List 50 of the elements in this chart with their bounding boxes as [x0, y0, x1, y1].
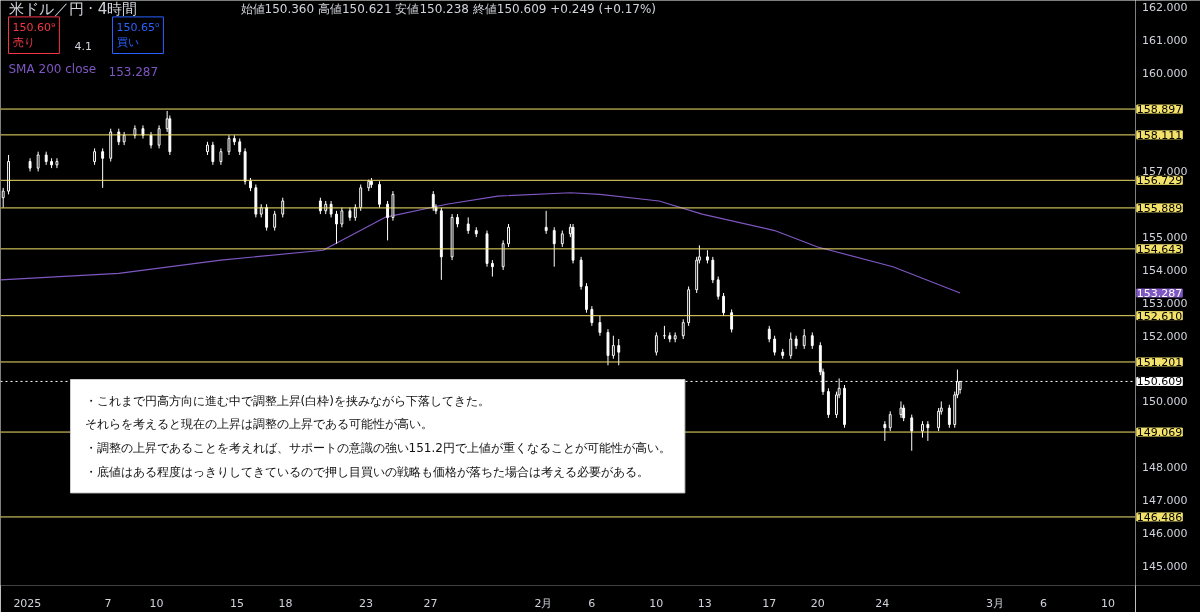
x-tick-label: 23	[359, 596, 374, 610]
x-tick-label: 6	[1039, 596, 1047, 610]
chart-subtitle: 始値150.360 高値150.621 安値150.238 終値150.609 +0.249 (+0.17%)	[240, 1, 657, 16]
x-tick-label: 10	[1100, 596, 1115, 610]
y-tick-label: 160.000	[1142, 66, 1188, 80]
x-tick-label: 24	[875, 596, 890, 610]
x-tick-label: 10	[149, 596, 164, 610]
ref-line-label: 152.610	[1136, 309, 1183, 323]
x-tick-label: 13	[697, 596, 712, 610]
x-tick-label: 27	[423, 596, 438, 610]
y-tick-label: 147.000	[1142, 494, 1188, 508]
x-tick-label: 3月	[986, 596, 1005, 610]
x-tick-label: 10	[649, 596, 664, 610]
annotation: 4.1	[74, 39, 92, 53]
annotation: ・底値はある程度はっきりしてきているので押し目買いの戦略も価格が落ちた場合は考える必要がある。	[84, 464, 649, 479]
x-tick-label: 17	[762, 596, 777, 610]
ref-line-label: 146.486	[1136, 510, 1183, 524]
ref-line-label: 154.643	[1136, 242, 1183, 256]
y-tick-label: 145.000	[1142, 559, 1188, 573]
x-tick-label: 15	[230, 596, 245, 610]
annotation: 150.60⁹ 売り	[12, 20, 56, 50]
chart-title: 米ドル／円 · 4時間	[8, 0, 138, 18]
y-tick-label: 155.000	[1142, 231, 1188, 245]
y-tick-label: 162.000	[1142, 1, 1188, 15]
annotation: 150.65⁰ 買い	[116, 20, 160, 50]
annotation: ・これまで円高方向に進む中で調整上昇(白枠)を挟みながら下落してきた。	[84, 393, 490, 408]
x-tick-label: 2月	[534, 596, 553, 610]
y-tick-label: 152.000	[1142, 329, 1188, 343]
y-tick-label: 161.000	[1142, 33, 1188, 47]
y-tick-label: 154.000	[1142, 263, 1188, 277]
annotation: ・調整の上昇であることを考えれば、サポートの意識の強い151.2円で上値が重くなることが可能性が高い。	[84, 441, 671, 456]
text: SMA 200 close	[8, 61, 97, 76]
y-tick-label: 146.000	[1142, 526, 1188, 540]
ref-line-label: 151.201	[1136, 355, 1183, 369]
annotation: それらを考えると現在の上昇は調整の上昇である可能性が高い。	[84, 417, 433, 432]
ref-line-label: 155.889	[1136, 201, 1183, 215]
text: 153.287	[1136, 287, 1183, 300]
y-tick-label: 148.000	[1142, 461, 1188, 475]
ref-line-label: 158.897	[1136, 103, 1183, 117]
x-tick-label: 7	[104, 596, 112, 610]
x-tick-label: 20	[810, 596, 825, 610]
annotation: 153.287	[108, 64, 159, 79]
x-tick-label: 18	[278, 596, 293, 610]
ref-line-label: 158.111	[1136, 128, 1183, 142]
ref-line-label: 149.069	[1136, 426, 1183, 440]
ref-line-label: 156.729	[1136, 174, 1183, 188]
x-tick-label: 6	[588, 596, 596, 610]
ref-line-label: 150.609	[1136, 375, 1183, 389]
x-tick-label: 2025	[13, 596, 42, 610]
y-tick-label: 150.000	[1142, 395, 1188, 409]
